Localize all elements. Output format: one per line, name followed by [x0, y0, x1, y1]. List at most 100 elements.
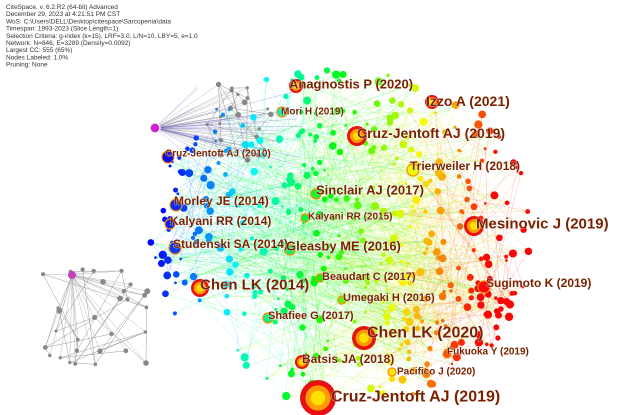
- node: [295, 132, 301, 139]
- edge: [319, 149, 412, 216]
- edge: [292, 315, 499, 370]
- node-label: Fukuoka Y (2019): [447, 347, 529, 358]
- edge: [203, 178, 451, 286]
- edge: [220, 247, 388, 324]
- edge: [203, 178, 315, 279]
- node: [502, 297, 511, 306]
- node: [143, 330, 148, 334]
- edge: [393, 301, 507, 306]
- edge: [237, 301, 507, 351]
- edge: [303, 84, 396, 116]
- edge: [460, 124, 479, 152]
- edge: [345, 280, 497, 312]
- edge: [240, 139, 280, 250]
- edge: [154, 86, 198, 129]
- edge: [324, 115, 396, 200]
- edge: [164, 206, 375, 220]
- node: [379, 390, 387, 397]
- edge: [302, 316, 510, 375]
- edge: [208, 232, 317, 237]
- node: [336, 148, 344, 156]
- edge: [345, 110, 411, 126]
- edge: [251, 79, 267, 239]
- node: [193, 135, 199, 141]
- edge: [336, 188, 470, 200]
- edge: [154, 97, 248, 129]
- header-line: Pruning: None: [6, 62, 48, 69]
- header-line: WoS: C:\Users\DELL\Desktop\citespace\Sar…: [6, 18, 171, 25]
- node: [123, 348, 129, 354]
- edge: [366, 124, 434, 385]
- node: [352, 109, 358, 115]
- edge: [246, 251, 437, 276]
- node: [193, 239, 200, 245]
- edge: [300, 77, 447, 352]
- node: [419, 117, 428, 126]
- header-line: Network: N=846, E=3289 (Density=0.0092): [6, 40, 130, 47]
- edge: [387, 268, 459, 324]
- edge: [373, 263, 409, 331]
- edge: [390, 318, 405, 363]
- hub-node-core: [359, 333, 369, 343]
- edge: [332, 217, 409, 360]
- edge: [192, 195, 331, 239]
- edge: [228, 194, 375, 207]
- edge: [283, 185, 290, 279]
- edge: [325, 182, 430, 349]
- node: [399, 242, 404, 247]
- edge: [169, 218, 392, 244]
- edge: [154, 127, 245, 175]
- node: [216, 243, 225, 252]
- edge: [154, 122, 269, 129]
- node-label: Chen LK (2014): [200, 276, 309, 293]
- node: [394, 156, 399, 161]
- node: [125, 297, 130, 302]
- edge: [285, 96, 317, 174]
- edge: [338, 256, 388, 324]
- edge: [161, 206, 376, 264]
- node: [302, 222, 305, 225]
- node: [185, 169, 194, 178]
- node: [218, 137, 224, 143]
- edge: [207, 169, 507, 261]
- node: [381, 144, 388, 151]
- node: [343, 195, 350, 202]
- node: [406, 356, 412, 362]
- node: [447, 282, 454, 289]
- node: [443, 324, 448, 328]
- edge: [175, 189, 462, 212]
- edge: [282, 206, 327, 401]
- node: [117, 295, 123, 302]
- node: [398, 278, 407, 286]
- edge: [354, 321, 388, 324]
- edge: [306, 100, 401, 214]
- edge: [291, 74, 337, 370]
- edge: [388, 297, 496, 357]
- edge: [155, 183, 406, 258]
- node: [262, 147, 266, 151]
- edge: [303, 211, 462, 224]
- node: [272, 319, 278, 325]
- node: [450, 362, 454, 366]
- edge: [473, 167, 518, 207]
- node: [335, 253, 343, 261]
- edge: [288, 150, 372, 213]
- edge: [245, 144, 418, 329]
- edge: [373, 147, 396, 215]
- edge: [154, 127, 286, 132]
- edge: [168, 229, 346, 269]
- edge: [401, 199, 468, 245]
- edge: [155, 257, 483, 286]
- edge: [206, 185, 289, 206]
- node: [299, 208, 303, 212]
- edge: [228, 194, 330, 247]
- node-label: Kalyani RR (2014): [170, 214, 271, 228]
- node: [330, 215, 336, 221]
- edge: [172, 223, 495, 244]
- edge: [176, 131, 216, 275]
- node: [408, 225, 412, 229]
- edge: [302, 110, 344, 328]
- header-line: Largest CC: 555 (65%): [6, 47, 72, 54]
- node: [56, 307, 63, 314]
- edge: [235, 206, 376, 265]
